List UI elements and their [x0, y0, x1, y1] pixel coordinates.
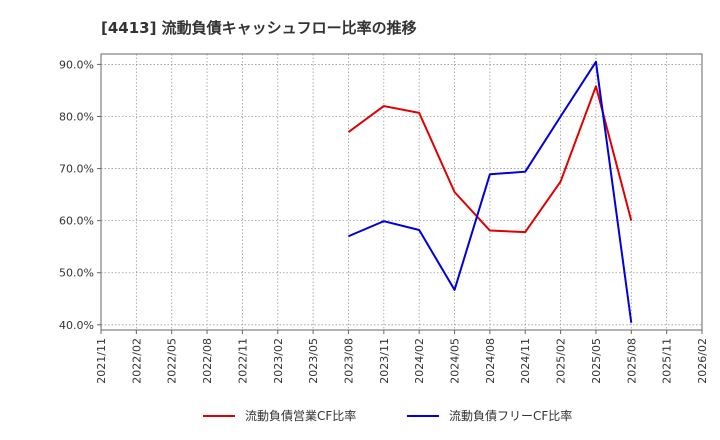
- y-tick-label: 40.0%: [59, 319, 94, 332]
- grid-lines: [100, 54, 703, 330]
- x-tick-label: 2023/08: [342, 338, 355, 384]
- x-tick-label: 2024/11: [519, 338, 532, 384]
- legend-label-2: 流動負債フリーCF比率: [449, 408, 572, 423]
- x-tick-label: 2024/02: [413, 338, 426, 384]
- x-tick-label: 2025/05: [590, 338, 603, 384]
- x-tick-label: 2025/11: [661, 338, 674, 384]
- x-tick-label: 2022/02: [130, 338, 143, 384]
- x-axis: 2021/11 2022/02 2022/05 2022/08 2022/11 2023/…: [95, 330, 709, 384]
- series-lines: [347, 60, 633, 323]
- x-tick-label: 2024/05: [449, 338, 462, 384]
- x-tick-label: 2022/05: [166, 338, 179, 384]
- y-tick-label: 60.0%: [59, 215, 94, 228]
- x-tick-label: 2022/08: [201, 338, 214, 384]
- x-tick-label: 2025/02: [555, 338, 568, 384]
- y-tick-label: 90.0%: [59, 58, 94, 71]
- x-tick-label: 2023/02: [272, 338, 285, 384]
- x-tick-label: 2024/08: [484, 338, 497, 384]
- chart-title: [4413] 流動負債キャッシュフロー比率の推移: [101, 19, 417, 37]
- x-tick-label: 2026/02: [696, 338, 709, 384]
- x-tick-label: 2021/11: [95, 338, 108, 384]
- y-tick-label: 70.0%: [59, 163, 94, 176]
- x-tick-label: 2023/05: [307, 338, 320, 384]
- legend-label-1: 流動負債営業CF比率: [245, 408, 356, 423]
- y-axis: 40.0% 50.0% 60.0% 70.0% 80.0% 90.0%: [59, 58, 101, 332]
- plot-area-border: [100, 53, 703, 331]
- x-tick-label: 2023/11: [378, 338, 391, 384]
- x-tick-label: 2025/08: [625, 338, 638, 384]
- x-tick-label: 2022/11: [236, 338, 249, 384]
- legend: 流動負債営業CF比率 流動負債フリーCF比率: [203, 408, 572, 423]
- y-tick-label: 50.0%: [59, 267, 94, 280]
- y-tick-label: 80.0%: [59, 110, 94, 123]
